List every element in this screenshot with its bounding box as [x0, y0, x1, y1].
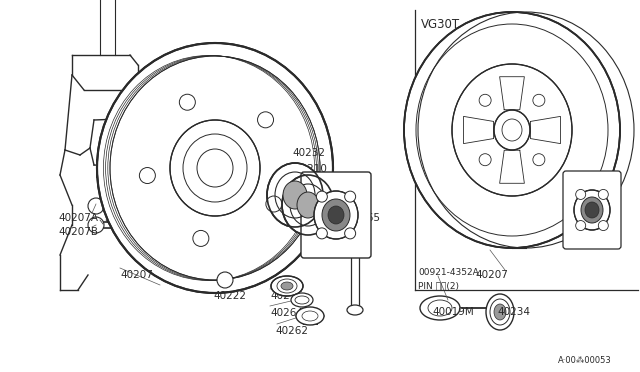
Circle shape [479, 154, 491, 166]
Ellipse shape [585, 202, 599, 218]
Text: 40207A: 40207A [58, 213, 98, 223]
Ellipse shape [297, 192, 319, 218]
Circle shape [88, 217, 104, 233]
Text: 40232: 40232 [292, 148, 325, 158]
Circle shape [257, 112, 273, 128]
Circle shape [88, 198, 104, 214]
Circle shape [479, 94, 491, 106]
Ellipse shape [404, 12, 620, 248]
Text: 40202: 40202 [307, 188, 340, 198]
Ellipse shape [170, 120, 260, 216]
Ellipse shape [281, 282, 293, 290]
Text: 40207: 40207 [120, 270, 153, 280]
Text: 40207B: 40207B [58, 227, 98, 237]
Ellipse shape [282, 175, 334, 235]
Ellipse shape [581, 197, 603, 223]
Circle shape [598, 189, 608, 199]
Text: 40265: 40265 [347, 213, 380, 223]
Ellipse shape [486, 294, 514, 330]
Text: 40019M: 40019M [432, 307, 474, 317]
Ellipse shape [267, 163, 323, 227]
Text: 40264: 40264 [270, 308, 303, 318]
Ellipse shape [494, 304, 506, 320]
Circle shape [217, 272, 233, 288]
Text: 00921-4352A: 00921-4352A [418, 268, 479, 277]
Circle shape [179, 94, 195, 110]
Ellipse shape [322, 199, 350, 231]
Ellipse shape [494, 110, 530, 150]
Text: A·00⁂00053: A·00⁂00053 [558, 356, 612, 365]
Text: 40202: 40202 [573, 196, 606, 206]
Circle shape [345, 228, 356, 239]
Text: 40262: 40262 [275, 326, 308, 336]
Text: 40222: 40222 [213, 291, 246, 301]
Ellipse shape [296, 307, 324, 325]
Text: 40215: 40215 [270, 291, 303, 301]
Circle shape [193, 230, 209, 246]
Circle shape [266, 196, 282, 212]
Ellipse shape [452, 64, 572, 196]
Text: VG30T: VG30T [421, 18, 460, 31]
Text: 40234: 40234 [497, 307, 530, 317]
Circle shape [576, 189, 586, 199]
Circle shape [316, 228, 327, 239]
Text: 40210: 40210 [294, 164, 327, 174]
Ellipse shape [97, 43, 333, 293]
Circle shape [533, 154, 545, 166]
Ellipse shape [283, 181, 307, 209]
Ellipse shape [347, 210, 363, 220]
Ellipse shape [314, 191, 358, 239]
Ellipse shape [291, 293, 313, 307]
Circle shape [533, 94, 545, 106]
FancyBboxPatch shape [301, 172, 371, 258]
Circle shape [345, 191, 356, 202]
Text: 40207: 40207 [475, 270, 508, 280]
Circle shape [316, 191, 327, 202]
FancyBboxPatch shape [563, 171, 621, 249]
Ellipse shape [420, 296, 460, 320]
Circle shape [598, 221, 608, 231]
Ellipse shape [574, 190, 610, 230]
Text: PIN ピン(2): PIN ピン(2) [418, 281, 459, 290]
Ellipse shape [328, 206, 344, 224]
Ellipse shape [271, 276, 303, 296]
Ellipse shape [347, 305, 363, 315]
Circle shape [140, 167, 156, 183]
Circle shape [576, 221, 586, 231]
